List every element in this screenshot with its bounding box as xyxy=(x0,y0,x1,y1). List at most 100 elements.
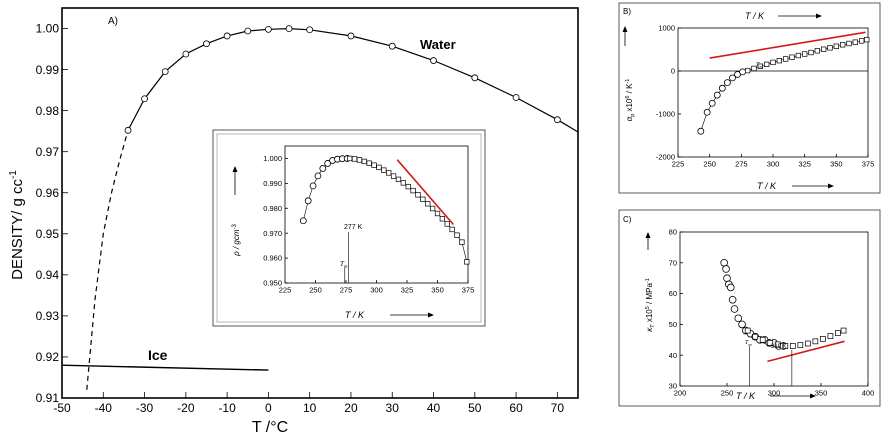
panel-a-x-axis-label: T /°C xyxy=(252,419,288,436)
panel-c-circle-point xyxy=(720,258,728,267)
y-tick-label: 40 xyxy=(669,351,677,360)
inset-square-point xyxy=(371,162,377,168)
panel-c-frame xyxy=(618,209,881,407)
water-data-point xyxy=(203,40,210,48)
panel-c-circle-point xyxy=(728,295,737,304)
panel-b-series xyxy=(678,31,870,135)
panel-c-red-line xyxy=(767,340,845,363)
x-tick-label: 300 xyxy=(767,160,780,169)
water-data-point xyxy=(161,68,169,76)
panel-b-square-point xyxy=(833,43,839,49)
panel-a-label: A) xyxy=(108,16,118,27)
y-tick-label: 0.98 xyxy=(36,104,60,118)
panel-b-circle-point xyxy=(729,74,736,82)
panel-b-square-point xyxy=(840,42,846,48)
panel-c-319k-label: 319 K xyxy=(771,344,787,350)
water-data-point xyxy=(244,27,252,35)
x-tick-label: 10 xyxy=(303,401,317,415)
inset-square-point xyxy=(366,160,372,166)
x-tick-label: 325 xyxy=(798,160,811,169)
panel-c-label: C) xyxy=(623,215,632,224)
y-tick-label: 30 xyxy=(669,382,677,391)
panel-c-circle-point xyxy=(723,274,731,283)
panel-c-chart: C) 30 40 50 60 70 80 200 250 300 350 400 319 K Tm… xyxy=(618,209,881,407)
inset-square-point xyxy=(400,180,406,186)
inset-square-point xyxy=(449,226,455,233)
panel-b-square-point xyxy=(770,59,776,66)
panel-b-circle-point xyxy=(724,79,731,87)
x-tick-label: 250 xyxy=(721,389,734,398)
panel-c-square-point xyxy=(804,340,811,347)
inset-square-point xyxy=(386,170,392,176)
inset-square-point xyxy=(351,156,358,162)
y-tick-label: 0.94 xyxy=(36,268,60,282)
panel-b-square-point xyxy=(751,65,757,72)
panel-c-circle-point xyxy=(722,265,730,273)
y-tick-label: -1000 xyxy=(656,110,675,119)
x-tick-label: 300 xyxy=(370,286,383,295)
panel-a-plot-frame xyxy=(61,7,579,399)
panel-b-square-point xyxy=(827,45,833,51)
x-tick-label: -20 xyxy=(177,401,195,415)
y-tick-label: 1.000 xyxy=(263,154,282,163)
panel-c-y-arrowhead xyxy=(645,232,651,238)
inset-277k-label: 277 K xyxy=(344,224,363,231)
water-data-point xyxy=(182,50,190,58)
inset-square-point xyxy=(429,205,436,212)
x-tick-label: -10 xyxy=(218,401,236,415)
panel-c-square-point xyxy=(835,330,841,336)
panel-b-x-arrowhead xyxy=(828,183,834,189)
inset-square-point xyxy=(454,232,460,238)
x-tick-label: 40 xyxy=(427,401,441,415)
panel-b-square-point xyxy=(846,40,852,47)
y-tick-label: 0.97 xyxy=(36,145,60,159)
inset-square-point xyxy=(376,164,382,171)
inset-circle-point xyxy=(319,165,327,172)
water-data-point xyxy=(388,42,396,50)
inset-chart: 0.950 0.960 0.970 0.980 0.990 1.000 225 250 275… xyxy=(212,129,486,327)
water-data-point xyxy=(285,25,293,33)
panel-b-circle-point xyxy=(739,68,746,76)
panel-c-circle-point xyxy=(738,320,746,329)
x-tick-label: 350 xyxy=(815,389,828,398)
inset-square-point xyxy=(347,155,353,162)
inset-y-axis-label: ρ / gcm-3 xyxy=(232,223,241,256)
water-data-point xyxy=(430,57,437,64)
panel-c-square-point xyxy=(767,340,774,346)
panel-b-square-point xyxy=(864,36,870,43)
x-tick-label: 350 xyxy=(830,160,843,169)
x-tick-label: 250 xyxy=(309,286,322,295)
panel-c-y-ticks: 30 40 50 60 70 80 xyxy=(669,228,683,391)
x-tick-label: 250 xyxy=(703,160,716,169)
x-tick-label: 50 xyxy=(468,401,482,415)
x-tick-label: 400 xyxy=(862,389,875,398)
svg-text:κT x105 / MPa-1: κT x105 / MPa-1 xyxy=(645,278,656,332)
x-tick-label: -50 xyxy=(53,401,71,415)
panel-b-square-point xyxy=(745,67,751,74)
inset-square-point xyxy=(410,187,416,194)
x-tick-label: 30 xyxy=(386,401,400,415)
ice-density-line xyxy=(61,364,269,371)
panel-c-x-axis-label: T / K xyxy=(736,391,756,401)
panel-c-square-point xyxy=(744,327,751,334)
water-data-point xyxy=(264,25,272,33)
inset-y-arrowhead xyxy=(232,166,238,172)
water-data-point xyxy=(471,74,479,82)
inset-y-ticks: 0.950 0.960 0.970 0.980 0.990 1.000 xyxy=(263,154,288,288)
water-data-point xyxy=(347,32,355,40)
inset-x-axis-label: T / K xyxy=(345,310,365,320)
x-tick-label: 350 xyxy=(431,286,444,295)
panel-c-square-point xyxy=(774,341,781,348)
panel-b-label: B) xyxy=(623,7,631,16)
y-tick-label: 70 xyxy=(669,258,677,267)
panel-a-axes xyxy=(61,7,579,399)
panel-b-circle-point xyxy=(703,108,711,116)
x-tick-label: 325 xyxy=(401,286,414,295)
panel-b-circle-point xyxy=(718,84,726,92)
inset-square-point xyxy=(425,201,431,207)
inset-square-point xyxy=(459,239,465,245)
water-extrapolation-line xyxy=(86,130,129,390)
inset-x-arrowhead xyxy=(428,312,434,318)
panel-c-square-point xyxy=(752,333,759,340)
panel-b-x-axis-label: T / K xyxy=(757,181,777,191)
